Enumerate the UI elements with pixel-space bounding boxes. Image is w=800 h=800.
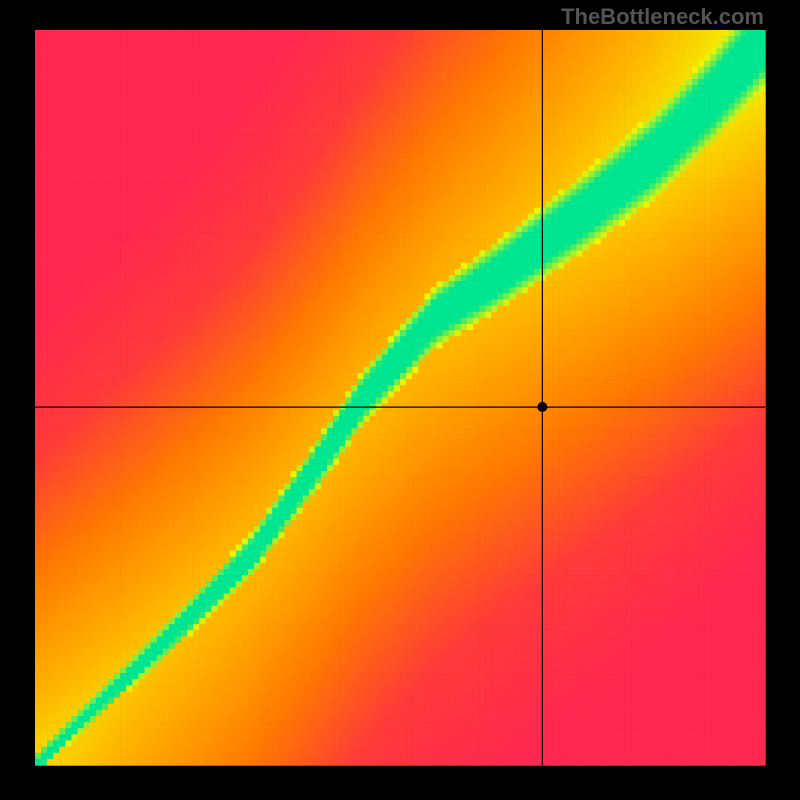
heatmap-canvas xyxy=(0,0,800,800)
chart-container: TheBottleneck.com xyxy=(0,0,800,800)
watermark-text: TheBottleneck.com xyxy=(561,4,764,30)
